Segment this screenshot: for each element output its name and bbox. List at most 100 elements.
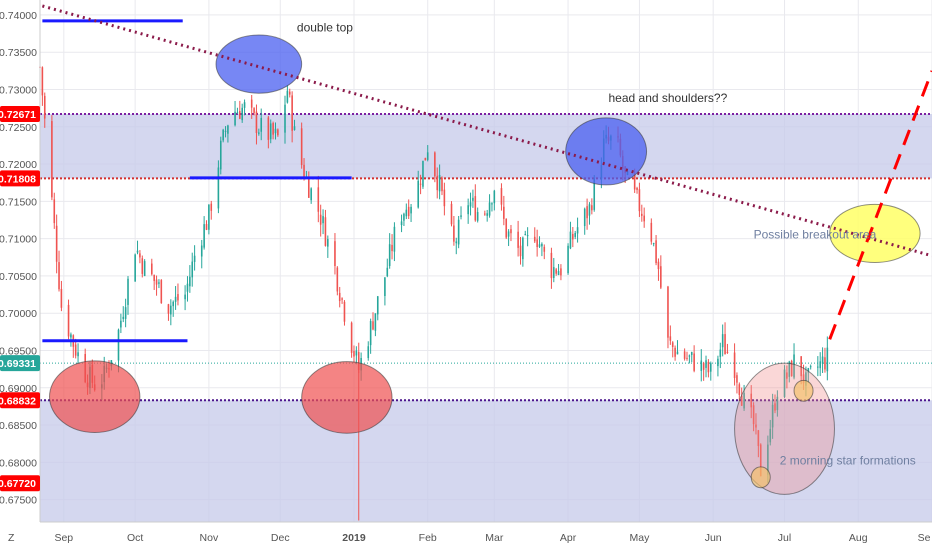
candle-body	[724, 334, 726, 355]
y-tick-label: 0.73000	[0, 84, 37, 96]
candle-body	[388, 244, 391, 266]
candle-body	[70, 334, 72, 338]
price-badge	[0, 106, 40, 123]
candle-body	[284, 104, 286, 133]
candle-body	[460, 215, 462, 217]
candle-body	[51, 121, 53, 198]
candle-body	[638, 189, 641, 212]
candle-body	[453, 225, 455, 242]
trendlines	[41, 4, 932, 340]
y-tick-label: 0.71000	[0, 234, 37, 246]
candle-body	[755, 424, 757, 428]
price-badge-label: 0.72671	[0, 109, 36, 121]
price-badge	[0, 355, 40, 372]
candle-body	[434, 152, 436, 177]
y-tick-label: 0.72500	[0, 122, 37, 134]
candle-body	[726, 351, 729, 353]
candle-body	[319, 214, 322, 225]
candle-body	[560, 268, 562, 276]
candle-body	[141, 258, 144, 274]
candle-body	[474, 196, 477, 221]
candle-body	[369, 321, 372, 346]
candle-body	[443, 189, 446, 207]
candle-body	[353, 350, 355, 357]
candle-body	[541, 243, 543, 247]
candle-body	[788, 361, 791, 377]
candle-body	[74, 344, 77, 356]
candle-body	[327, 239, 329, 247]
x-tick-label: Jun	[705, 532, 722, 544]
price-badge-label: 0.67720	[0, 478, 36, 490]
candle-body	[291, 95, 293, 131]
candle-body	[700, 360, 703, 371]
candle-body	[224, 130, 227, 132]
candle-body	[400, 221, 403, 226]
candle-body	[170, 305, 172, 315]
candle-body	[236, 112, 239, 114]
candle-body	[510, 229, 512, 234]
highlight-ellipse	[565, 117, 648, 186]
highlight-ellipse	[793, 379, 814, 402]
candle-body	[752, 405, 755, 425]
candle-body	[310, 188, 312, 201]
candle-body	[493, 190, 496, 204]
candle-body	[422, 160, 424, 187]
candle-body	[41, 67, 44, 96]
candle-body	[484, 213, 486, 215]
candle-body	[174, 296, 177, 302]
candle-body	[469, 202, 472, 207]
candle-body	[286, 90, 289, 103]
candle-body	[740, 395, 743, 406]
candle-body	[802, 374, 805, 384]
candle-body	[826, 347, 829, 372]
candle-body	[767, 444, 769, 475]
candle-body	[338, 292, 341, 302]
candle-body	[419, 183, 422, 185]
y-tick-label: 0.74000	[0, 10, 37, 22]
candle-body	[172, 301, 175, 307]
candle-body	[633, 174, 636, 190]
candle-body	[824, 357, 826, 370]
candle-body	[153, 274, 155, 281]
axis-corner-label: Z	[8, 532, 15, 544]
y-tick-label: 0.68000	[0, 457, 37, 469]
candle-body	[222, 129, 224, 141]
candle-body	[322, 216, 324, 224]
candle-body	[576, 227, 579, 234]
y-tick-label: 0.68500	[0, 420, 37, 432]
candle-body	[457, 219, 460, 245]
candle-body	[200, 245, 203, 257]
candle-body	[641, 213, 643, 216]
candle-body	[759, 444, 762, 477]
candle-body	[683, 351, 686, 359]
candle-body	[426, 152, 429, 160]
candle-body	[809, 366, 812, 368]
candle-body	[424, 157, 427, 161]
candle-body	[407, 206, 410, 217]
y-tick-label: 0.70000	[0, 308, 37, 320]
y-tick-label: 0.69000	[0, 383, 37, 395]
x-tick-label: Jul	[778, 532, 791, 544]
candle-body	[438, 175, 441, 192]
candle-body	[669, 336, 672, 341]
trendline	[828, 70, 932, 340]
price-badge-label: 0.69331	[0, 358, 36, 370]
candle-body	[500, 188, 503, 205]
zone-band	[40, 114, 932, 179]
candle-body	[517, 231, 519, 248]
candle-body	[341, 298, 343, 300]
x-tick-label: Sep	[54, 532, 73, 544]
candle-body	[67, 304, 70, 337]
candle-body	[588, 204, 591, 216]
annotations: double top head and shoulders?? Possible b…	[297, 20, 916, 467]
price-badge-label: 0.68832	[0, 395, 36, 407]
candle-body	[557, 271, 560, 276]
candle-body	[277, 129, 279, 136]
x-tick-label: Aug	[849, 532, 868, 544]
candle-body	[269, 123, 272, 140]
candle-body	[488, 202, 491, 216]
candle-body	[543, 246, 546, 252]
candle-body	[260, 117, 263, 132]
